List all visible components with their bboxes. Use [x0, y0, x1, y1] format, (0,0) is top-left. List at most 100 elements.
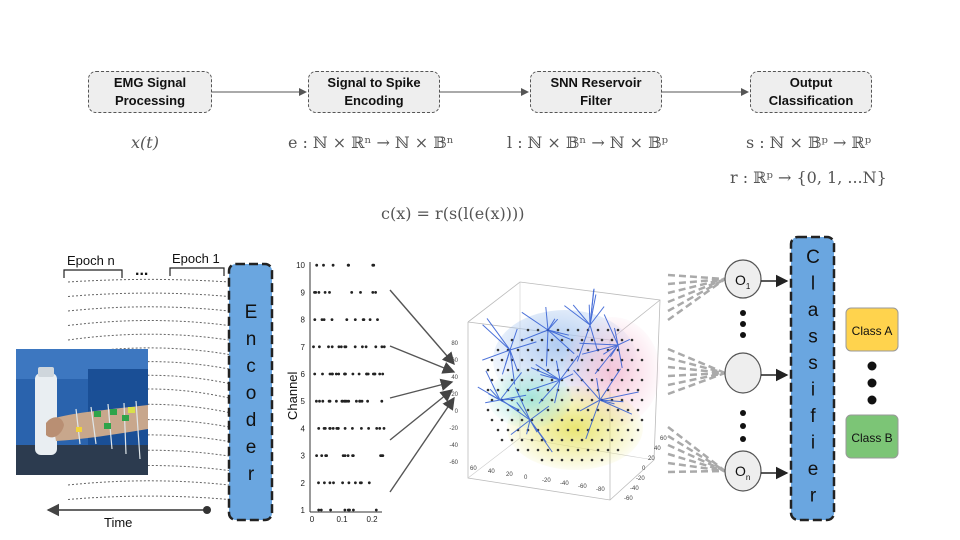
time-label: Time — [104, 515, 132, 530]
reservoir-neuron — [550, 378, 554, 382]
reservoir-neuron — [500, 358, 504, 362]
reservoir-neuron — [520, 358, 524, 362]
raster-spike — [343, 399, 346, 403]
reservoir-connection — [614, 327, 619, 346]
reservoir-connection — [599, 391, 639, 401]
reservoir-neuron — [606, 368, 610, 372]
raster-xtick-label: 0.2 — [366, 515, 378, 524]
reservoir-neuron — [550, 338, 554, 342]
reservoir-neuron — [606, 448, 610, 452]
class-b-box — [845, 414, 899, 459]
reservoir-neuron — [496, 428, 500, 432]
reservoir-neuron — [500, 418, 504, 422]
raster-ytick-label: 4 — [301, 424, 306, 433]
reservoir-neuron — [516, 448, 520, 452]
reservoir-neuron — [630, 358, 634, 362]
reservoir-neuron — [610, 358, 614, 362]
raster-spike — [322, 427, 326, 430]
reservoir-neuron — [616, 328, 620, 332]
raster-ytick-label: 10 — [296, 261, 305, 270]
reservoir-neuron — [616, 388, 620, 392]
reservoir-neuron — [490, 358, 494, 362]
epoch-n-label: Epoch n — [67, 253, 115, 268]
raster-spike — [364, 345, 368, 349]
raster-spike — [322, 318, 326, 321]
reservoir-neuron — [536, 328, 540, 332]
reservoir-neuron — [600, 418, 604, 422]
raster-spike — [365, 372, 369, 376]
reservoir-neuron — [630, 418, 634, 422]
raster-ytick-label: 6 — [301, 370, 306, 379]
reservoir-neuron — [576, 408, 580, 412]
raster-spike — [331, 427, 335, 430]
reservoir-neuron — [636, 388, 640, 392]
reservoir-neuron — [556, 448, 560, 452]
reservoir-connection — [499, 372, 522, 401]
reservoir-neuron — [540, 378, 544, 382]
reservoir-neuron — [556, 408, 560, 412]
raster-spike — [352, 508, 355, 512]
reservoir-neuron — [496, 348, 500, 352]
reservoir-neuron — [560, 398, 564, 402]
raster-spike — [317, 508, 321, 512]
reservoir-neuron — [486, 368, 490, 372]
reservoir-connection — [535, 363, 561, 381]
raster-spike — [321, 399, 325, 403]
reservoir-connection — [554, 379, 561, 404]
reservoir-connection — [581, 344, 619, 355]
reservoir-axis-tick: -80 — [596, 487, 605, 493]
reservoir-connection — [573, 369, 601, 401]
raster-spike — [328, 372, 332, 376]
reservoir-neuron — [640, 358, 644, 362]
reservoir-neuron — [616, 408, 620, 412]
raster-spike — [334, 372, 338, 376]
reservoir-neuron — [620, 438, 624, 442]
signal-arcs — [67, 278, 230, 500]
reservoir-neuron — [576, 428, 580, 432]
output-connection — [667, 273, 726, 281]
raster-spike — [351, 372, 355, 376]
reservoir-connection — [538, 379, 561, 404]
reservoir-connection — [547, 329, 569, 336]
output-connection — [667, 371, 726, 378]
reservoir-connection — [540, 374, 561, 381]
reservoir-neuron — [636, 348, 640, 352]
reservoir-connection — [521, 329, 549, 341]
reservoir-neuron — [626, 348, 630, 352]
output-neurons: O1 On — [724, 259, 789, 492]
reservoir-connection — [528, 379, 561, 392]
raster-spike — [328, 481, 332, 485]
reservoir-neuron — [536, 348, 540, 352]
reservoir-neuron — [600, 458, 604, 462]
raster-spike — [330, 345, 334, 349]
output-ellipsis-dot — [740, 321, 746, 327]
raster-spike — [354, 481, 357, 485]
reservoir-neuron — [510, 338, 514, 342]
raster-spike — [378, 372, 382, 376]
reservoir-neuron — [586, 348, 590, 352]
raster-ytick-label: 5 — [301, 397, 306, 406]
reservoir-neuron — [606, 428, 610, 432]
classifier-letter: i — [811, 380, 815, 401]
reservoir-connection — [559, 355, 579, 381]
reservoir-neuron — [596, 428, 600, 432]
raster-spike — [367, 427, 370, 430]
raster-spike — [345, 318, 349, 321]
reservoir-neuron — [550, 418, 554, 422]
reservoir-connection — [489, 388, 501, 401]
reservoir-connection — [547, 318, 559, 331]
reservoir-neuron — [530, 358, 534, 362]
reservoir-neuron — [570, 358, 574, 362]
reservoir-neuron — [560, 418, 564, 422]
raster-spike — [361, 345, 364, 349]
raster-spike — [375, 427, 379, 430]
reservoir-neuron — [576, 388, 580, 392]
raster-spike — [347, 481, 351, 485]
reservoir-connection — [547, 329, 575, 355]
raster-spike — [351, 454, 354, 457]
reservoir-neuron — [550, 458, 554, 462]
raster-spike — [317, 481, 320, 485]
output-ellipsis-dot — [740, 410, 746, 416]
raster-spike — [315, 399, 318, 403]
